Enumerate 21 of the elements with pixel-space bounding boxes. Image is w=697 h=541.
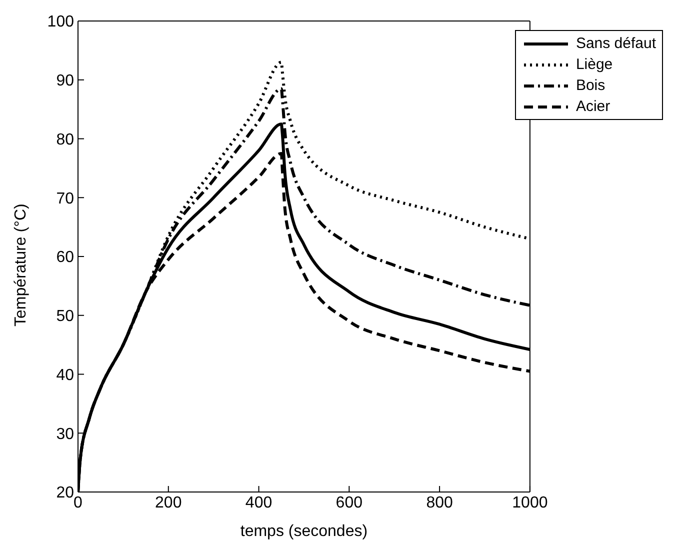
x-tick-label: 400 [245, 494, 272, 512]
legend-label: Sans défaut [576, 35, 656, 52]
y-tick-label: 90 [56, 72, 74, 90]
legend-label: Acier [576, 98, 610, 115]
x-tick-label: 1000 [512, 494, 548, 512]
x-tick-label: 800 [426, 494, 453, 512]
y-axis-title: Température (°C) [12, 204, 30, 326]
legend-label: Liège [576, 56, 613, 73]
x-axis-title: temps (secondes) [240, 523, 368, 540]
y-tick-label: 80 [56, 131, 74, 148]
y-tick-label: 100 [47, 14, 74, 31]
y-tick-label: 30 [56, 426, 74, 443]
x-tick-label: 600 [336, 494, 363, 512]
x-tick-label: 200 [155, 494, 182, 512]
y-tick-label: 50 [56, 308, 74, 326]
x-tick-label: 0 [74, 494, 83, 512]
y-tick-label: 20 [56, 484, 74, 502]
y-tick-label: 40 [56, 366, 74, 384]
y-tick-label: 60 [56, 249, 74, 266]
legend-label: Bois [576, 77, 606, 94]
y-tick-label: 70 [56, 190, 74, 208]
